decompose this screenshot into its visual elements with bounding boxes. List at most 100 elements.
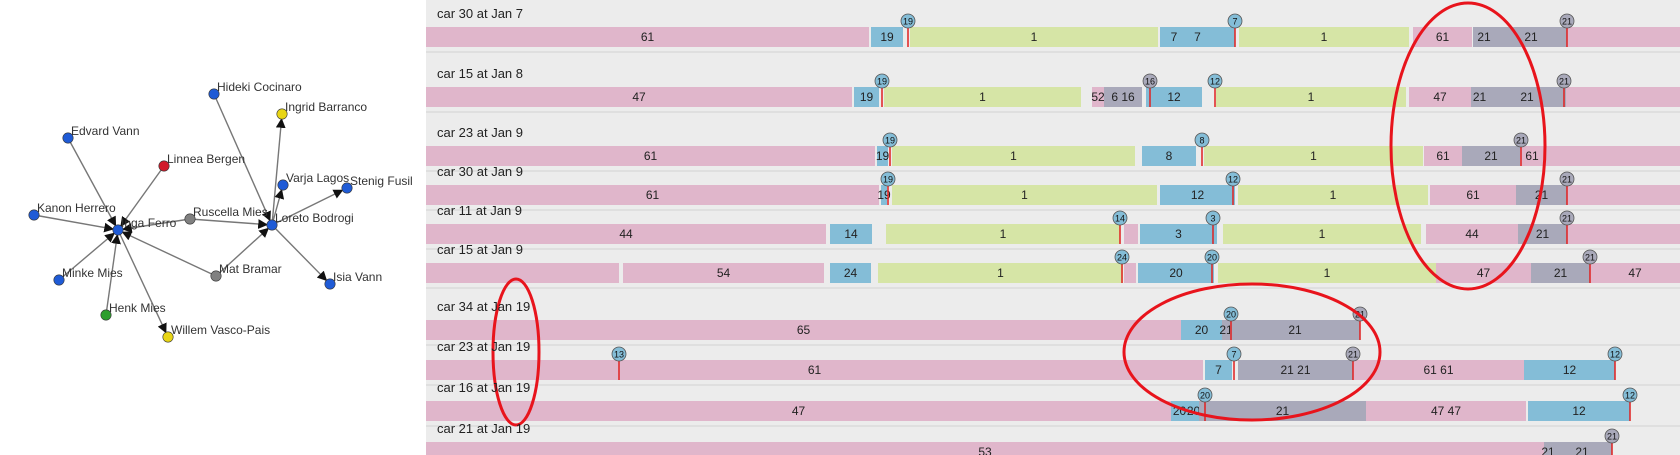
timeline-segment[interactable]	[1366, 401, 1526, 421]
event-marker[interactable]	[882, 132, 898, 148]
event-marker[interactable]	[1607, 346, 1623, 362]
timeline-segment[interactable]	[1146, 87, 1202, 107]
timeline-segment[interactable]	[1104, 87, 1142, 107]
node-hideki[interactable]	[208, 88, 220, 100]
timeline-segment[interactable]	[892, 185, 1157, 205]
timeline-segment[interactable]	[1567, 224, 1680, 244]
timeline-segment[interactable]	[426, 27, 869, 47]
timeline-segment[interactable]	[854, 87, 879, 107]
timeline-segment[interactable]	[1199, 401, 1366, 421]
event-marker[interactable]	[611, 346, 627, 362]
event-marker[interactable]	[1559, 210, 1575, 226]
node-mat[interactable]	[210, 270, 222, 282]
node-minke[interactable]	[53, 274, 65, 286]
event-marker[interactable]	[1114, 249, 1130, 265]
event-marker[interactable]	[1194, 132, 1210, 148]
timeline-segment[interactable]	[426, 146, 875, 166]
timeline-segment[interactable]	[1413, 27, 1472, 47]
timeline-segment[interactable]	[426, 320, 1181, 340]
timeline-segment[interactable]	[1205, 360, 1232, 380]
event-marker[interactable]	[1112, 210, 1128, 226]
event-marker[interactable]	[1223, 306, 1239, 322]
timeline-segment[interactable]	[1216, 87, 1406, 107]
timeline-segment[interactable]	[1426, 224, 1518, 244]
event-marker[interactable]	[1197, 387, 1213, 403]
timeline-segment[interactable]	[1567, 27, 1680, 47]
event-marker[interactable]	[900, 13, 916, 29]
node-inga[interactable]	[112, 224, 124, 236]
timeline-segment[interactable]	[1204, 146, 1423, 166]
timeline-segment[interactable]	[1471, 87, 1488, 107]
timeline-segment[interactable]	[1409, 87, 1471, 107]
event-marker[interactable]	[1225, 171, 1241, 187]
timeline-segment[interactable]	[426, 442, 1544, 455]
node-kanon[interactable]	[28, 209, 40, 221]
node-willem[interactable]	[162, 331, 174, 343]
event-marker[interactable]	[1345, 346, 1361, 362]
timeline-segment[interactable]	[426, 224, 826, 244]
node-henk[interactable]	[100, 309, 112, 321]
timeline-segment[interactable]	[1222, 320, 1230, 340]
timeline-segment[interactable]	[886, 224, 1120, 244]
event-marker[interactable]	[1556, 73, 1572, 89]
node-ruscella[interactable]	[184, 213, 196, 225]
timeline-segment[interactable]	[1488, 87, 1566, 107]
event-marker[interactable]	[880, 171, 896, 187]
node-varja[interactable]	[277, 179, 289, 191]
timeline-segment[interactable]	[892, 146, 1135, 166]
node-edvard[interactable]	[62, 132, 74, 144]
event-marker[interactable]	[1205, 210, 1221, 226]
timeline-segment[interactable]	[1124, 224, 1138, 244]
timeline-segment[interactable]	[1138, 263, 1214, 283]
timeline-segment[interactable]	[1142, 146, 1196, 166]
timeline-segment[interactable]	[1218, 263, 1436, 283]
timeline-segment[interactable]	[1353, 360, 1524, 380]
timeline-segment[interactable]	[1430, 185, 1516, 205]
timeline-segment[interactable]	[1238, 360, 1353, 380]
timeline-segment[interactable]	[1140, 224, 1217, 244]
event-marker[interactable]	[1226, 346, 1242, 362]
node-isia[interactable]	[324, 278, 336, 290]
timeline-segment[interactable]	[1160, 185, 1235, 205]
event-marker[interactable]	[1559, 171, 1575, 187]
timeline-segment[interactable]	[426, 263, 619, 283]
timeline-segment[interactable]	[1566, 87, 1680, 107]
timeline-segment[interactable]	[426, 185, 879, 205]
timeline-segment[interactable]	[1462, 146, 1520, 166]
event-marker[interactable]	[1513, 132, 1529, 148]
timeline-segment[interactable]	[1473, 27, 1495, 47]
event-marker[interactable]	[1204, 249, 1220, 265]
event-marker[interactable]	[1207, 73, 1223, 89]
event-marker[interactable]	[1604, 428, 1620, 444]
timeline-segment[interactable]	[1544, 146, 1680, 166]
timeline-segment[interactable]	[1590, 263, 1680, 283]
timeline-segment[interactable]	[1544, 442, 1552, 455]
timeline-segment[interactable]	[877, 146, 888, 166]
timeline-segment[interactable]	[871, 27, 903, 47]
event-marker[interactable]	[1582, 249, 1598, 265]
timeline-segment[interactable]	[1238, 185, 1428, 205]
node-linnea[interactable]	[158, 160, 170, 172]
timeline-segment[interactable]	[1424, 146, 1462, 166]
timeline-segment[interactable]	[1520, 146, 1544, 166]
event-marker[interactable]	[1227, 13, 1243, 29]
node-ingrid[interactable]	[276, 108, 288, 120]
timeline-segment[interactable]	[1230, 320, 1360, 340]
timeline-segment[interactable]	[1188, 401, 1199, 421]
timeline-segment[interactable]	[1223, 224, 1421, 244]
timeline-segment[interactable]	[1092, 87, 1104, 107]
timeline-segment[interactable]	[1531, 263, 1590, 283]
timeline-segment[interactable]	[426, 87, 852, 107]
timeline-segment[interactable]	[878, 263, 1123, 283]
event-marker[interactable]	[1559, 13, 1575, 29]
event-marker[interactable]	[1622, 387, 1638, 403]
timeline-segment[interactable]	[1181, 320, 1222, 340]
timeline-segment[interactable]	[881, 185, 887, 205]
timeline-segment[interactable]	[1239, 27, 1409, 47]
node-stenig[interactable]	[341, 182, 353, 194]
timeline-segment[interactable]	[1162, 27, 1186, 47]
event-marker[interactable]	[1142, 73, 1158, 89]
node-loreto[interactable]	[266, 219, 278, 231]
timeline-segment[interactable]	[1552, 442, 1612, 455]
timeline-segment[interactable]	[910, 27, 1158, 47]
